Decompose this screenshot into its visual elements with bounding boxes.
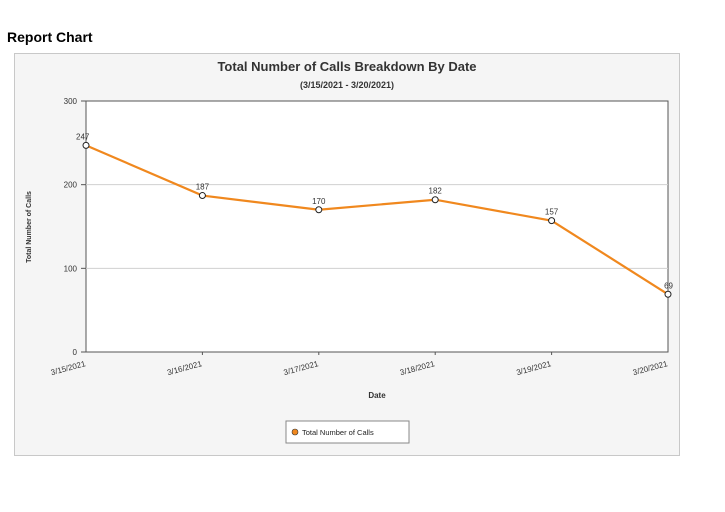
data-label: 69 (664, 281, 673, 290)
data-label: 170 (312, 197, 326, 206)
data-labels: 247 187 170 182 157 69 (76, 132, 674, 290)
page-heading: Report Chart (7, 29, 93, 45)
x-tick-label: 3/15/2021 (50, 359, 87, 377)
x-axis-label: Date (368, 391, 386, 400)
chart-title: Total Number of Calls Breakdown By Date (217, 59, 476, 74)
grid-lines (86, 184, 668, 269)
data-point (82, 141, 90, 149)
data-label: 182 (429, 187, 443, 196)
x-tick-label: 3/16/2021 (166, 359, 203, 377)
x-tick-label: 3/17/2021 (283, 359, 320, 377)
x-tick-label: 3/19/2021 (515, 359, 552, 377)
y-tick-label: 100 (64, 264, 78, 273)
data-label: 247 (76, 132, 90, 141)
plot-area (85, 100, 669, 353)
data-label: 187 (196, 183, 210, 192)
y-axis-ticks: 0 100 200 300 (64, 97, 86, 357)
data-points (82, 141, 672, 298)
y-tick-label: 0 (73, 348, 78, 357)
x-tick-label: 3/20/2021 (632, 359, 669, 377)
legend-label: Total Number of Calls (302, 428, 374, 437)
x-tick-label: 3/18/2021 (399, 359, 436, 377)
series-line (85, 144, 669, 296)
legend-box (285, 420, 410, 444)
legend-marker (291, 428, 299, 436)
data-point (548, 217, 556, 225)
y-axis-label: Total Number of Calls (26, 191, 33, 263)
legend: Total Number of Calls (285, 420, 410, 444)
y-tick-label: 200 (64, 181, 78, 190)
x-axis-ticks: 3/15/2021 3/16/2021 3/17/2021 3/18/2021 3/19… (50, 352, 669, 377)
data-label: 157 (545, 208, 559, 217)
data-point (315, 206, 323, 214)
chart-subtitle: (3/15/2021 - 3/20/2021) (300, 80, 394, 90)
data-point (431, 196, 439, 204)
data-point (664, 290, 672, 298)
y-tick-label: 300 (64, 97, 78, 106)
data-point (198, 192, 206, 200)
